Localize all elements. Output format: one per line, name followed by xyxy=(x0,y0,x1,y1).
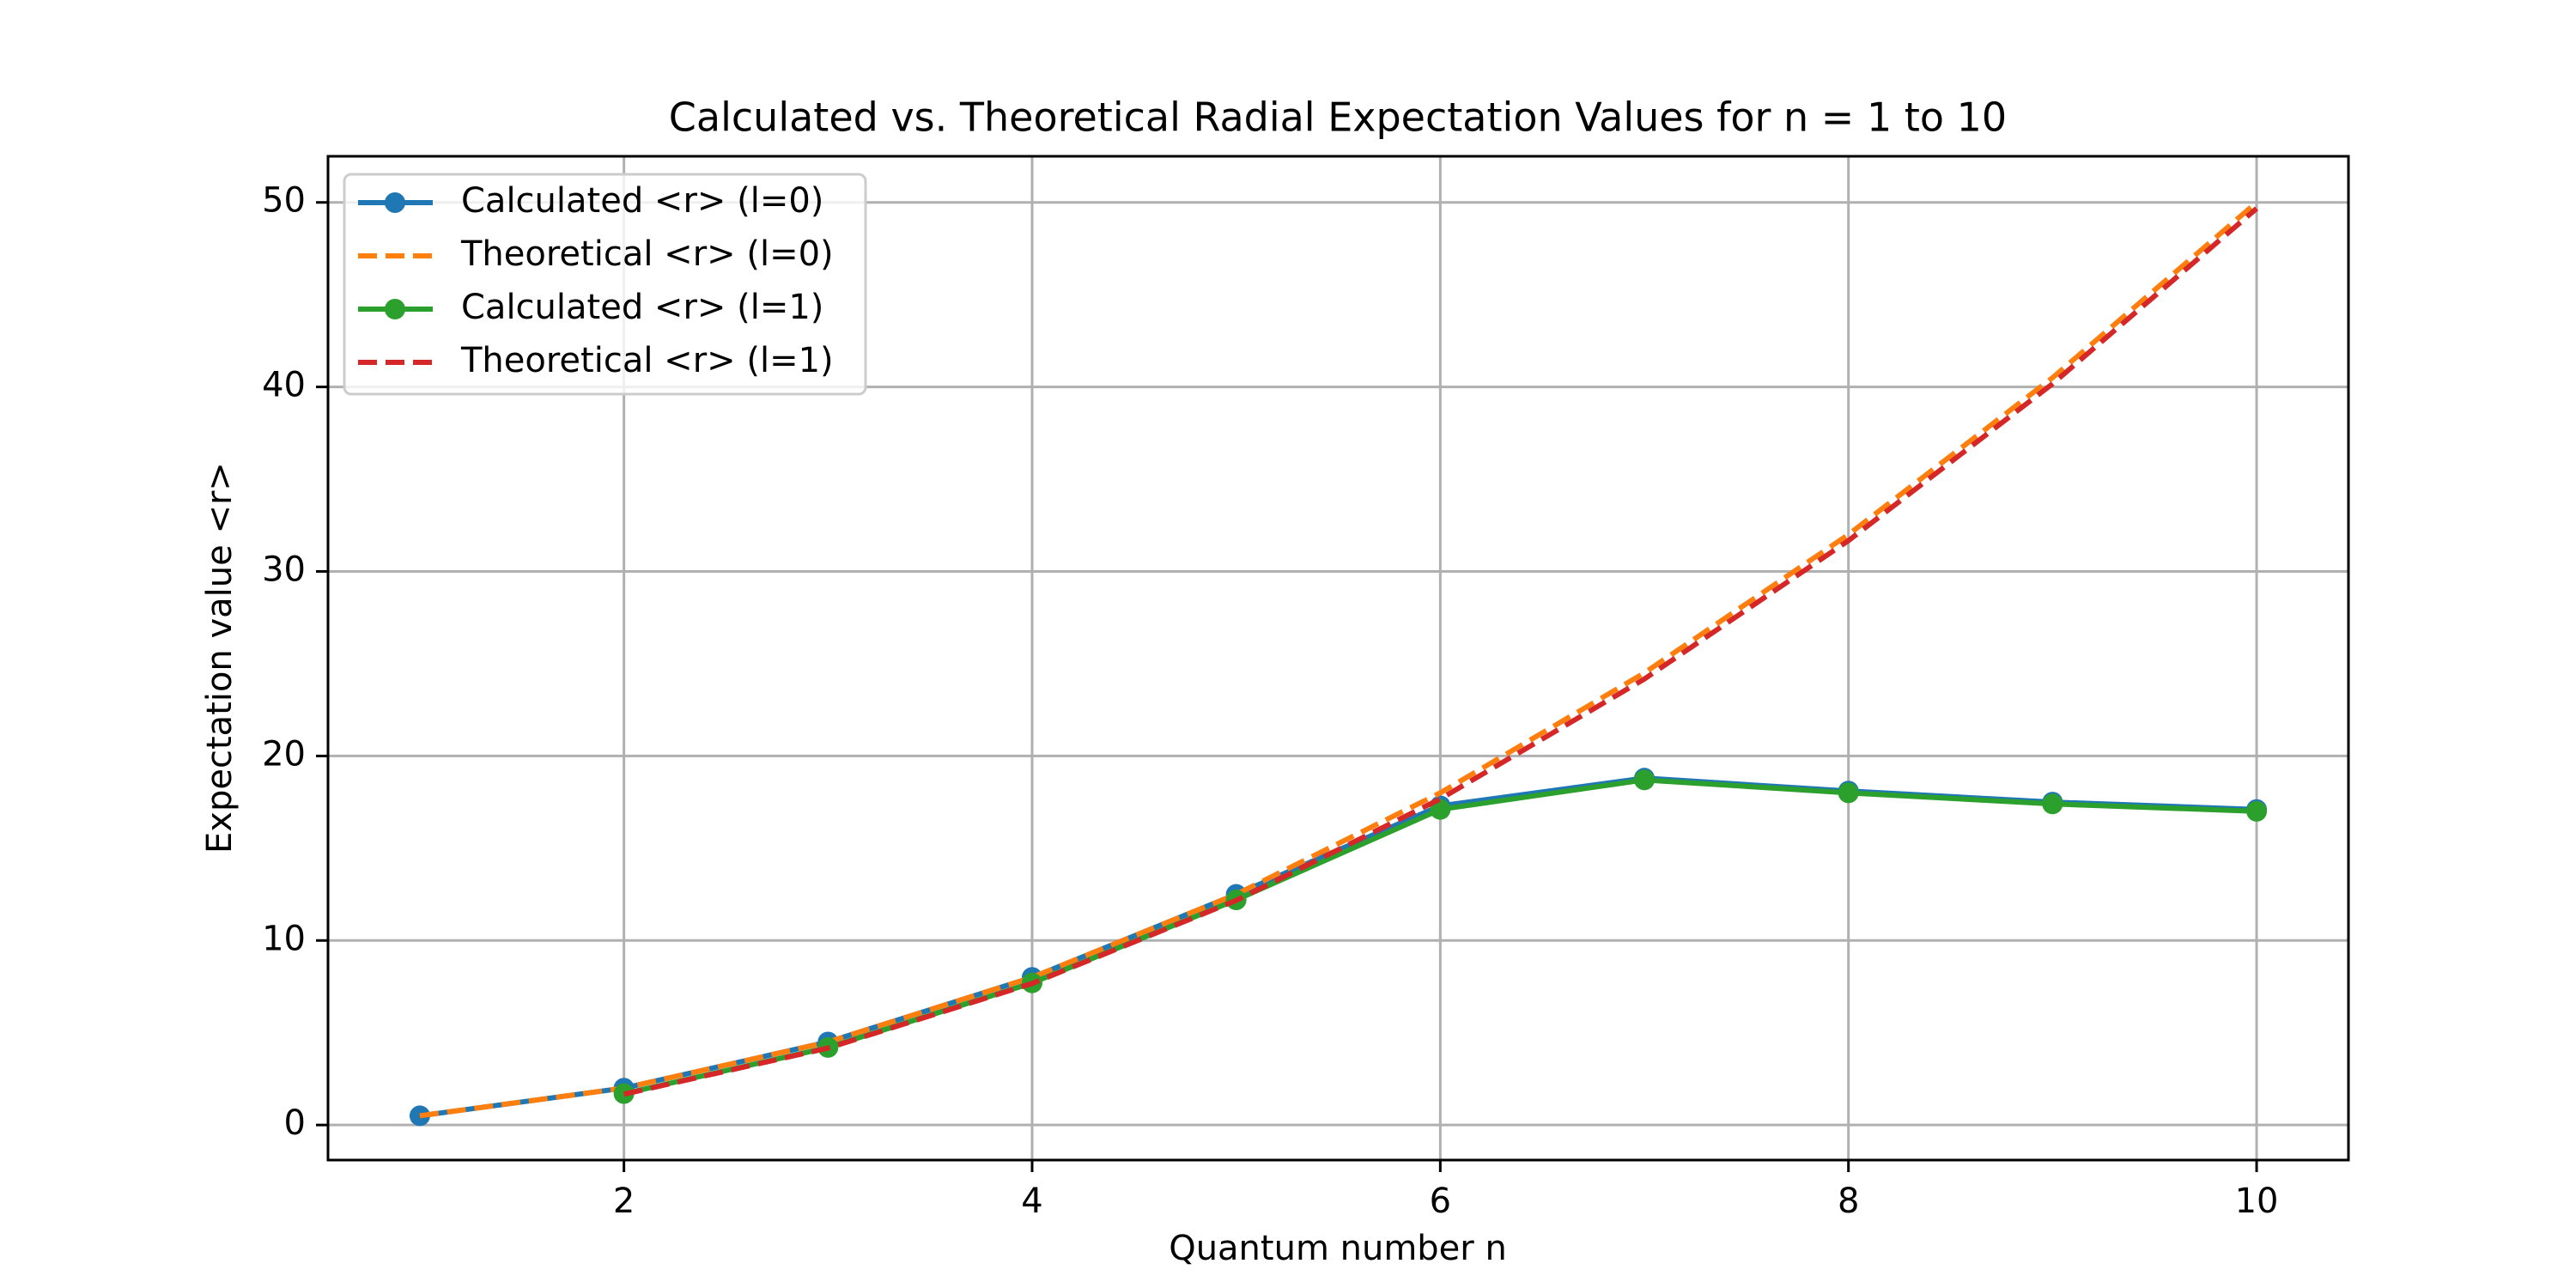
legend-label: Calculated <r> (l=1) xyxy=(461,288,823,327)
legend-label: Theoretical <r> (l=0) xyxy=(460,234,834,274)
series-marker xyxy=(1838,782,1859,804)
series-line xyxy=(419,200,2259,1119)
x-tick-label: 4 xyxy=(1021,1182,1042,1221)
x-tick-label: 2 xyxy=(613,1182,635,1221)
x-tick-label: 10 xyxy=(2235,1182,2279,1221)
x-axis-label: Quantum number n xyxy=(1169,1229,1507,1268)
legend-label: Theoretical <r> (l=1) xyxy=(460,341,834,380)
legend-marker xyxy=(385,299,405,319)
y-tick-label: 30 xyxy=(262,550,306,590)
legend-marker xyxy=(385,192,405,213)
legend-label: Calculated <r> (l=0) xyxy=(461,181,823,221)
y-tick-label: 20 xyxy=(262,734,306,774)
y-axis-label: Expectation value <r> xyxy=(200,462,240,854)
y-tick-label: 0 xyxy=(284,1103,306,1143)
x-tick-label: 8 xyxy=(1838,1182,1859,1221)
series-line xyxy=(623,206,2259,1097)
y-tick-label: 50 xyxy=(262,181,306,221)
plot-frame xyxy=(326,155,2350,1162)
y-tick-label: 10 xyxy=(262,919,306,958)
series-marker xyxy=(2246,800,2268,822)
y-tick-label: 40 xyxy=(262,366,306,405)
series-marker xyxy=(1634,769,1656,791)
x-tick-label: 6 xyxy=(1430,1182,1451,1221)
chart-title: Calculated vs. Theoretical Radial Expect… xyxy=(669,94,2007,141)
legend-box xyxy=(343,173,867,396)
series-marker xyxy=(2042,793,2063,815)
